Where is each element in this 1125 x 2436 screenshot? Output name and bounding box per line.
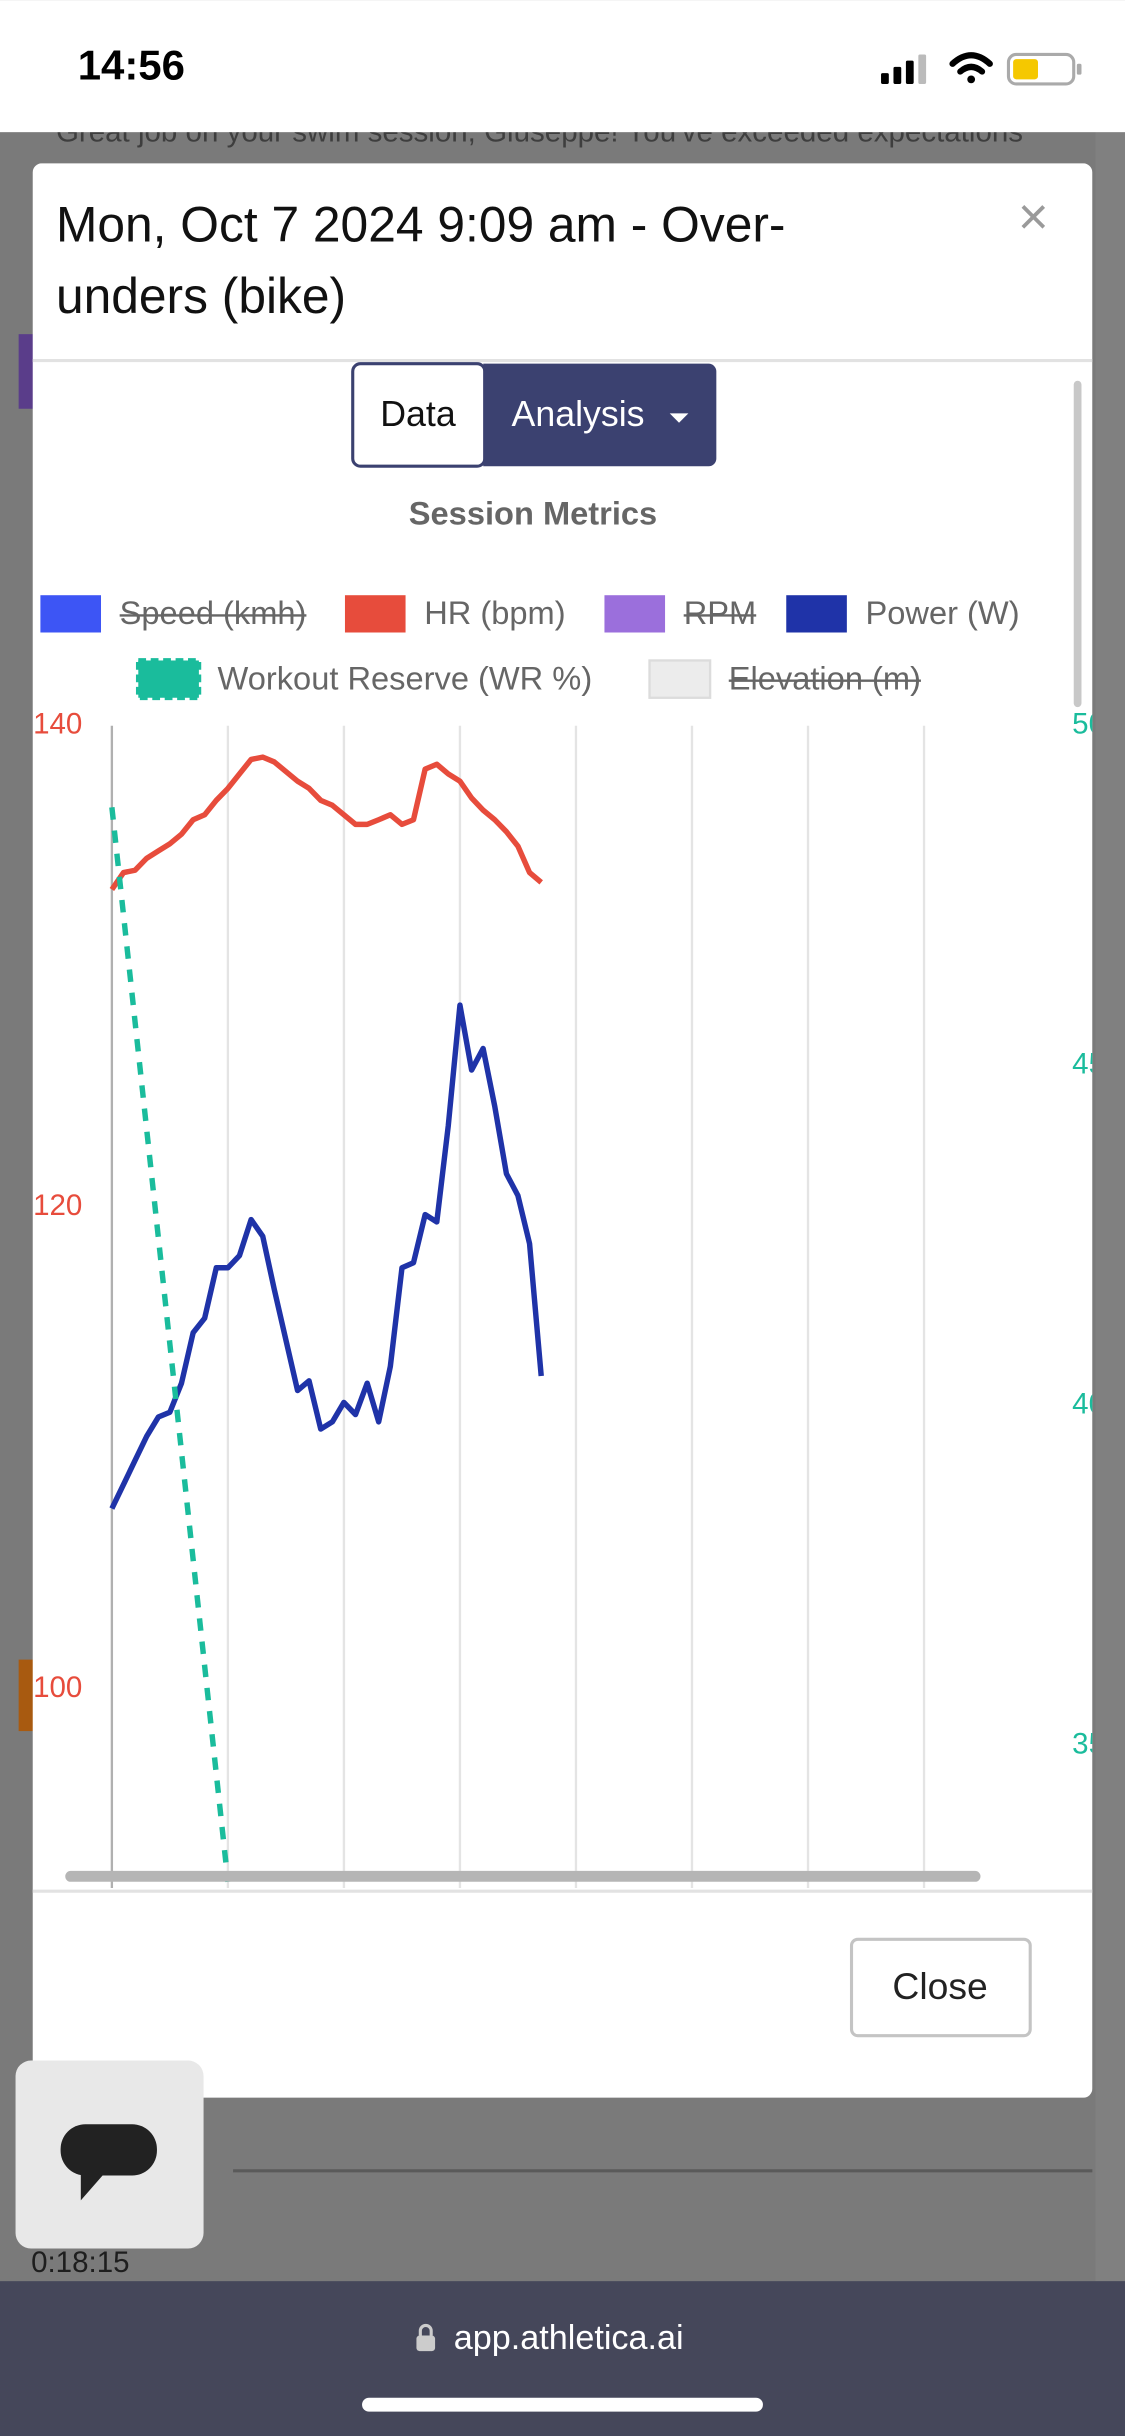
- h-scrollbar: [65, 1870, 981, 1882]
- legend-label: Power (W): [866, 594, 1020, 631]
- series-line: [109, 807, 231, 1883]
- legend-swatch: [786, 595, 847, 633]
- y2-tick-label: 40: [1072, 1388, 1105, 1421]
- legend-label: Elevation (m): [729, 659, 921, 696]
- y-tick-label: 120: [33, 1189, 82, 1222]
- url[interactable]: app.athletica.ai: [454, 2319, 684, 2357]
- close-button-label: Close: [892, 1965, 987, 2007]
- tab-analysis-bg: [483, 363, 717, 467]
- y2-tick-label: 45: [1072, 1048, 1105, 1081]
- modal-body: [32, 163, 1093, 2098]
- legend-swatch: [135, 658, 202, 701]
- modal: Mon, Oct 7 2024 9:09 am - Over- unders (…: [32, 163, 1105, 2098]
- tab-data[interactable]: Data: [351, 362, 487, 468]
- chart-title: Session Metrics: [409, 495, 657, 532]
- chat-bubble: [60, 2124, 157, 2176]
- modal-title: Mon, Oct 7 2024 9:09 am - Over-: [56, 197, 786, 253]
- legend-item[interactable]: RPM: [604, 594, 757, 633]
- bg-timer: 0:18:15: [31, 2246, 129, 2279]
- modal-title: unders (bike): [56, 268, 346, 324]
- scrollbar: [1073, 380, 1082, 708]
- legend-swatch: [648, 659, 712, 699]
- y-tick-label: 100: [33, 1671, 82, 1704]
- caret: [669, 413, 689, 423]
- y-tick-label: 140: [33, 708, 82, 741]
- close-button[interactable]: Close: [849, 1937, 1032, 2038]
- bg-strip: [1095, 132, 1125, 2282]
- legend-swatch: [40, 595, 102, 633]
- status-bar: [0, 0, 1125, 133]
- browser-bar: [0, 2281, 1125, 2436]
- legend-label: HR (bpm): [424, 594, 565, 631]
- legend-swatch: [344, 595, 406, 633]
- legend-item[interactable]: Workout Reserve (WR %): [135, 658, 593, 701]
- series-line: [109, 1002, 544, 1510]
- close-icon[interactable]: ×: [1018, 188, 1049, 247]
- close-button-bg: [849, 1937, 1032, 2038]
- legend-item[interactable]: Speed (kmh): [40, 594, 307, 633]
- status-time: 14:56: [78, 42, 185, 89]
- legend-item[interactable]: Elevation (m): [648, 659, 921, 699]
- home-indicator: [362, 2397, 763, 2412]
- chat-tail: [80, 2172, 103, 2201]
- legend-label: Workout Reserve (WR %): [218, 659, 593, 696]
- tab-label: Analysis: [512, 394, 645, 434]
- legend-label: Speed (kmh): [120, 594, 307, 631]
- y2-tick-label: 50: [1072, 708, 1105, 741]
- legend-label: RPM: [684, 594, 757, 631]
- series-line: [109, 754, 543, 892]
- bg-accent: [18, 1659, 35, 1732]
- y2-tick-label: 35: [1072, 1728, 1105, 1761]
- battery-icon: [1006, 52, 1082, 86]
- legend-swatch: [604, 595, 666, 633]
- legend-item[interactable]: HR (bpm): [344, 594, 566, 633]
- tab-label: Data: [380, 394, 456, 434]
- wifi-icon: [949, 52, 993, 84]
- signal-icon: [881, 54, 927, 84]
- plot: 100 120 140 35 40 45 50 Speed (kmh) HR (bpm) RPM P…: [33, 594, 1105, 1889]
- legend-item[interactable]: Power (W): [786, 594, 1020, 633]
- lock-icon: [416, 2323, 436, 2352]
- tab-analysis[interactable]: Analysis: [483, 363, 717, 467]
- chat-widget[interactable]: [15, 2060, 204, 2249]
- bg-accent: [18, 334, 35, 409]
